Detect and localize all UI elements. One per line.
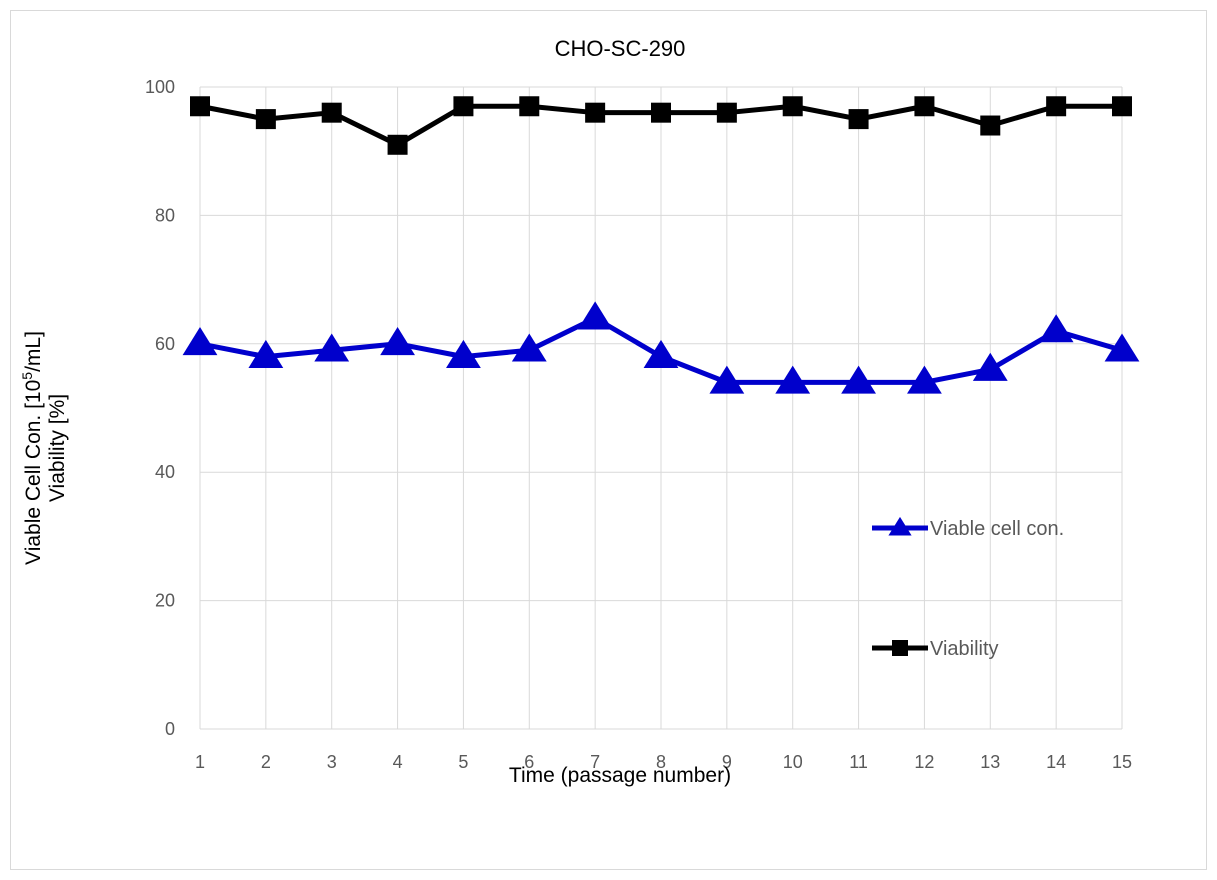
- square-marker: [387, 134, 408, 155]
- x-tick-label: 8: [656, 752, 666, 772]
- square-marker: [190, 96, 210, 117]
- y-axis-title-line2: Viability [%]: [46, 394, 69, 502]
- chart-frame: [10, 10, 1207, 870]
- y-axis-title-line1-superscript: 5: [19, 372, 35, 380]
- x-tick-label: 9: [722, 752, 732, 772]
- x-tick-label: 15: [1112, 752, 1132, 772]
- x-tick-label: 10: [783, 752, 803, 772]
- y-tick-label: 80: [155, 205, 175, 225]
- legend: Viable cell con. Viability: [872, 516, 1064, 660]
- triangle-marker: [643, 339, 679, 368]
- square-marker: [1046, 96, 1067, 117]
- y-tick-label: 20: [155, 591, 175, 611]
- x-tick-label: 5: [458, 752, 468, 772]
- x-tick-label: 13: [980, 752, 1000, 772]
- legend-label: Viable cell con.: [930, 518, 1064, 540]
- series: [182, 96, 1140, 394]
- series-viability: [190, 96, 1132, 155]
- x-tick-label: 2: [261, 752, 271, 772]
- x-tick-label: 1: [195, 752, 205, 772]
- triangle-marker: [841, 365, 876, 394]
- triangle-marker: [709, 365, 745, 394]
- y-tick-label: 0: [165, 719, 175, 739]
- triangle-marker: [511, 333, 547, 362]
- triangle-marker: [314, 333, 350, 362]
- square-marker: [321, 102, 342, 123]
- square-marker: [716, 102, 737, 123]
- square-marker: [651, 102, 671, 123]
- y-tick-label: 40: [155, 462, 175, 482]
- square-marker: [848, 109, 869, 130]
- triangle-marker: [577, 301, 613, 330]
- triangle-marker: [380, 327, 415, 356]
- y-tick-label: 100: [145, 77, 175, 97]
- x-tick-label: 14: [1046, 752, 1066, 772]
- chart-title: CHO-SC-290: [555, 36, 686, 61]
- gridlines: [199, 86, 1123, 730]
- triangle-marker: [182, 327, 218, 356]
- y-axis-title-line1-suffix: /mL]: [22, 331, 45, 372]
- y-axis-title-line1: Viable Cell Con. [105/mL]: [19, 331, 45, 565]
- triangle-marker: [1104, 333, 1140, 362]
- y-axis-title-line1-prefix: Viable Cell Con. [10: [22, 380, 45, 565]
- triangle-marker: [775, 365, 811, 394]
- square-marker: [980, 115, 1001, 136]
- triangle-marker: [1038, 314, 1074, 343]
- triangle-marker: [888, 516, 912, 536]
- legend-entry: Viability: [872, 638, 999, 660]
- square-marker: [453, 96, 474, 117]
- x-tick-label: 12: [914, 752, 934, 772]
- triangle-marker: [907, 365, 942, 394]
- x-tick-label: 4: [393, 752, 403, 772]
- square-marker: [892, 640, 908, 656]
- labels: CHO-SC-290 Time (passage number) Viable …: [19, 36, 731, 787]
- triangle-marker: [972, 352, 1008, 381]
- x-tick-label: 11: [849, 752, 868, 772]
- x-tick-label: 7: [590, 752, 600, 772]
- y-tick-label: 60: [155, 334, 175, 354]
- square-marker: [1112, 96, 1132, 117]
- square-marker: [782, 96, 803, 117]
- series-viable-cell-con: [182, 301, 1140, 394]
- square-marker: [914, 96, 935, 117]
- triangle-marker: [248, 339, 284, 368]
- square-marker: [519, 96, 540, 117]
- legend-label: Viability: [930, 638, 999, 660]
- triangle-marker: [446, 339, 481, 368]
- square-marker: [255, 109, 276, 130]
- square-marker: [585, 102, 606, 123]
- x-tick-label: 3: [327, 752, 337, 772]
- y-axis-title: Viable Cell Con. [105/mL] Viability [%]: [19, 331, 69, 565]
- legend-entry: Viable cell con.: [872, 516, 1064, 540]
- x-axis-title: Time (passage number): [509, 764, 731, 787]
- x-tick-label: 6: [524, 752, 534, 772]
